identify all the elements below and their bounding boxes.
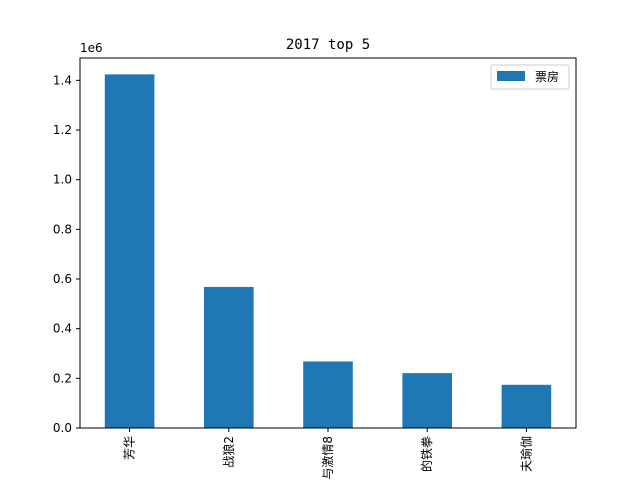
- x-tick-label: 芳华: [123, 436, 137, 460]
- bar-3: [402, 373, 452, 428]
- bar-1: [204, 286, 254, 428]
- chart-title: 2017 top 5: [286, 37, 370, 53]
- y-tick-label: 1.4: [53, 73, 72, 87]
- y-axis: 0.0 0.2 0.4 0.6 0.8 1.0 1.2 1.4: [53, 73, 80, 435]
- y-tick-label: 0.6: [53, 272, 72, 286]
- legend-label: 票房: [535, 69, 559, 84]
- x-axis: 芳华 战狼2 与激情8 的铁拳 夫瑜伽: [123, 428, 533, 480]
- y-tick-label: 0.8: [53, 222, 72, 236]
- y-tick-label: 0.4: [53, 322, 72, 336]
- bar-4: [501, 384, 552, 428]
- y-tick-label: 0.2: [53, 371, 72, 385]
- x-tick-label: 战狼2: [221, 436, 236, 468]
- bars-group: [104, 74, 552, 429]
- x-tick-label: 的铁拳: [419, 436, 434, 472]
- y-scale-multiplier: 1e6: [80, 41, 103, 55]
- y-tick-label: 1.0: [53, 173, 72, 187]
- x-tick-label: 夫瑜伽: [518, 436, 533, 472]
- y-tick-label: 0.0: [53, 421, 72, 435]
- legend-swatch: [497, 71, 525, 81]
- y-tick-label: 1.2: [53, 123, 72, 137]
- x-tick-label: 与激情8: [321, 436, 335, 480]
- bar-2: [303, 361, 353, 428]
- legend: 票房: [490, 64, 570, 90]
- bar-0: [104, 74, 155, 429]
